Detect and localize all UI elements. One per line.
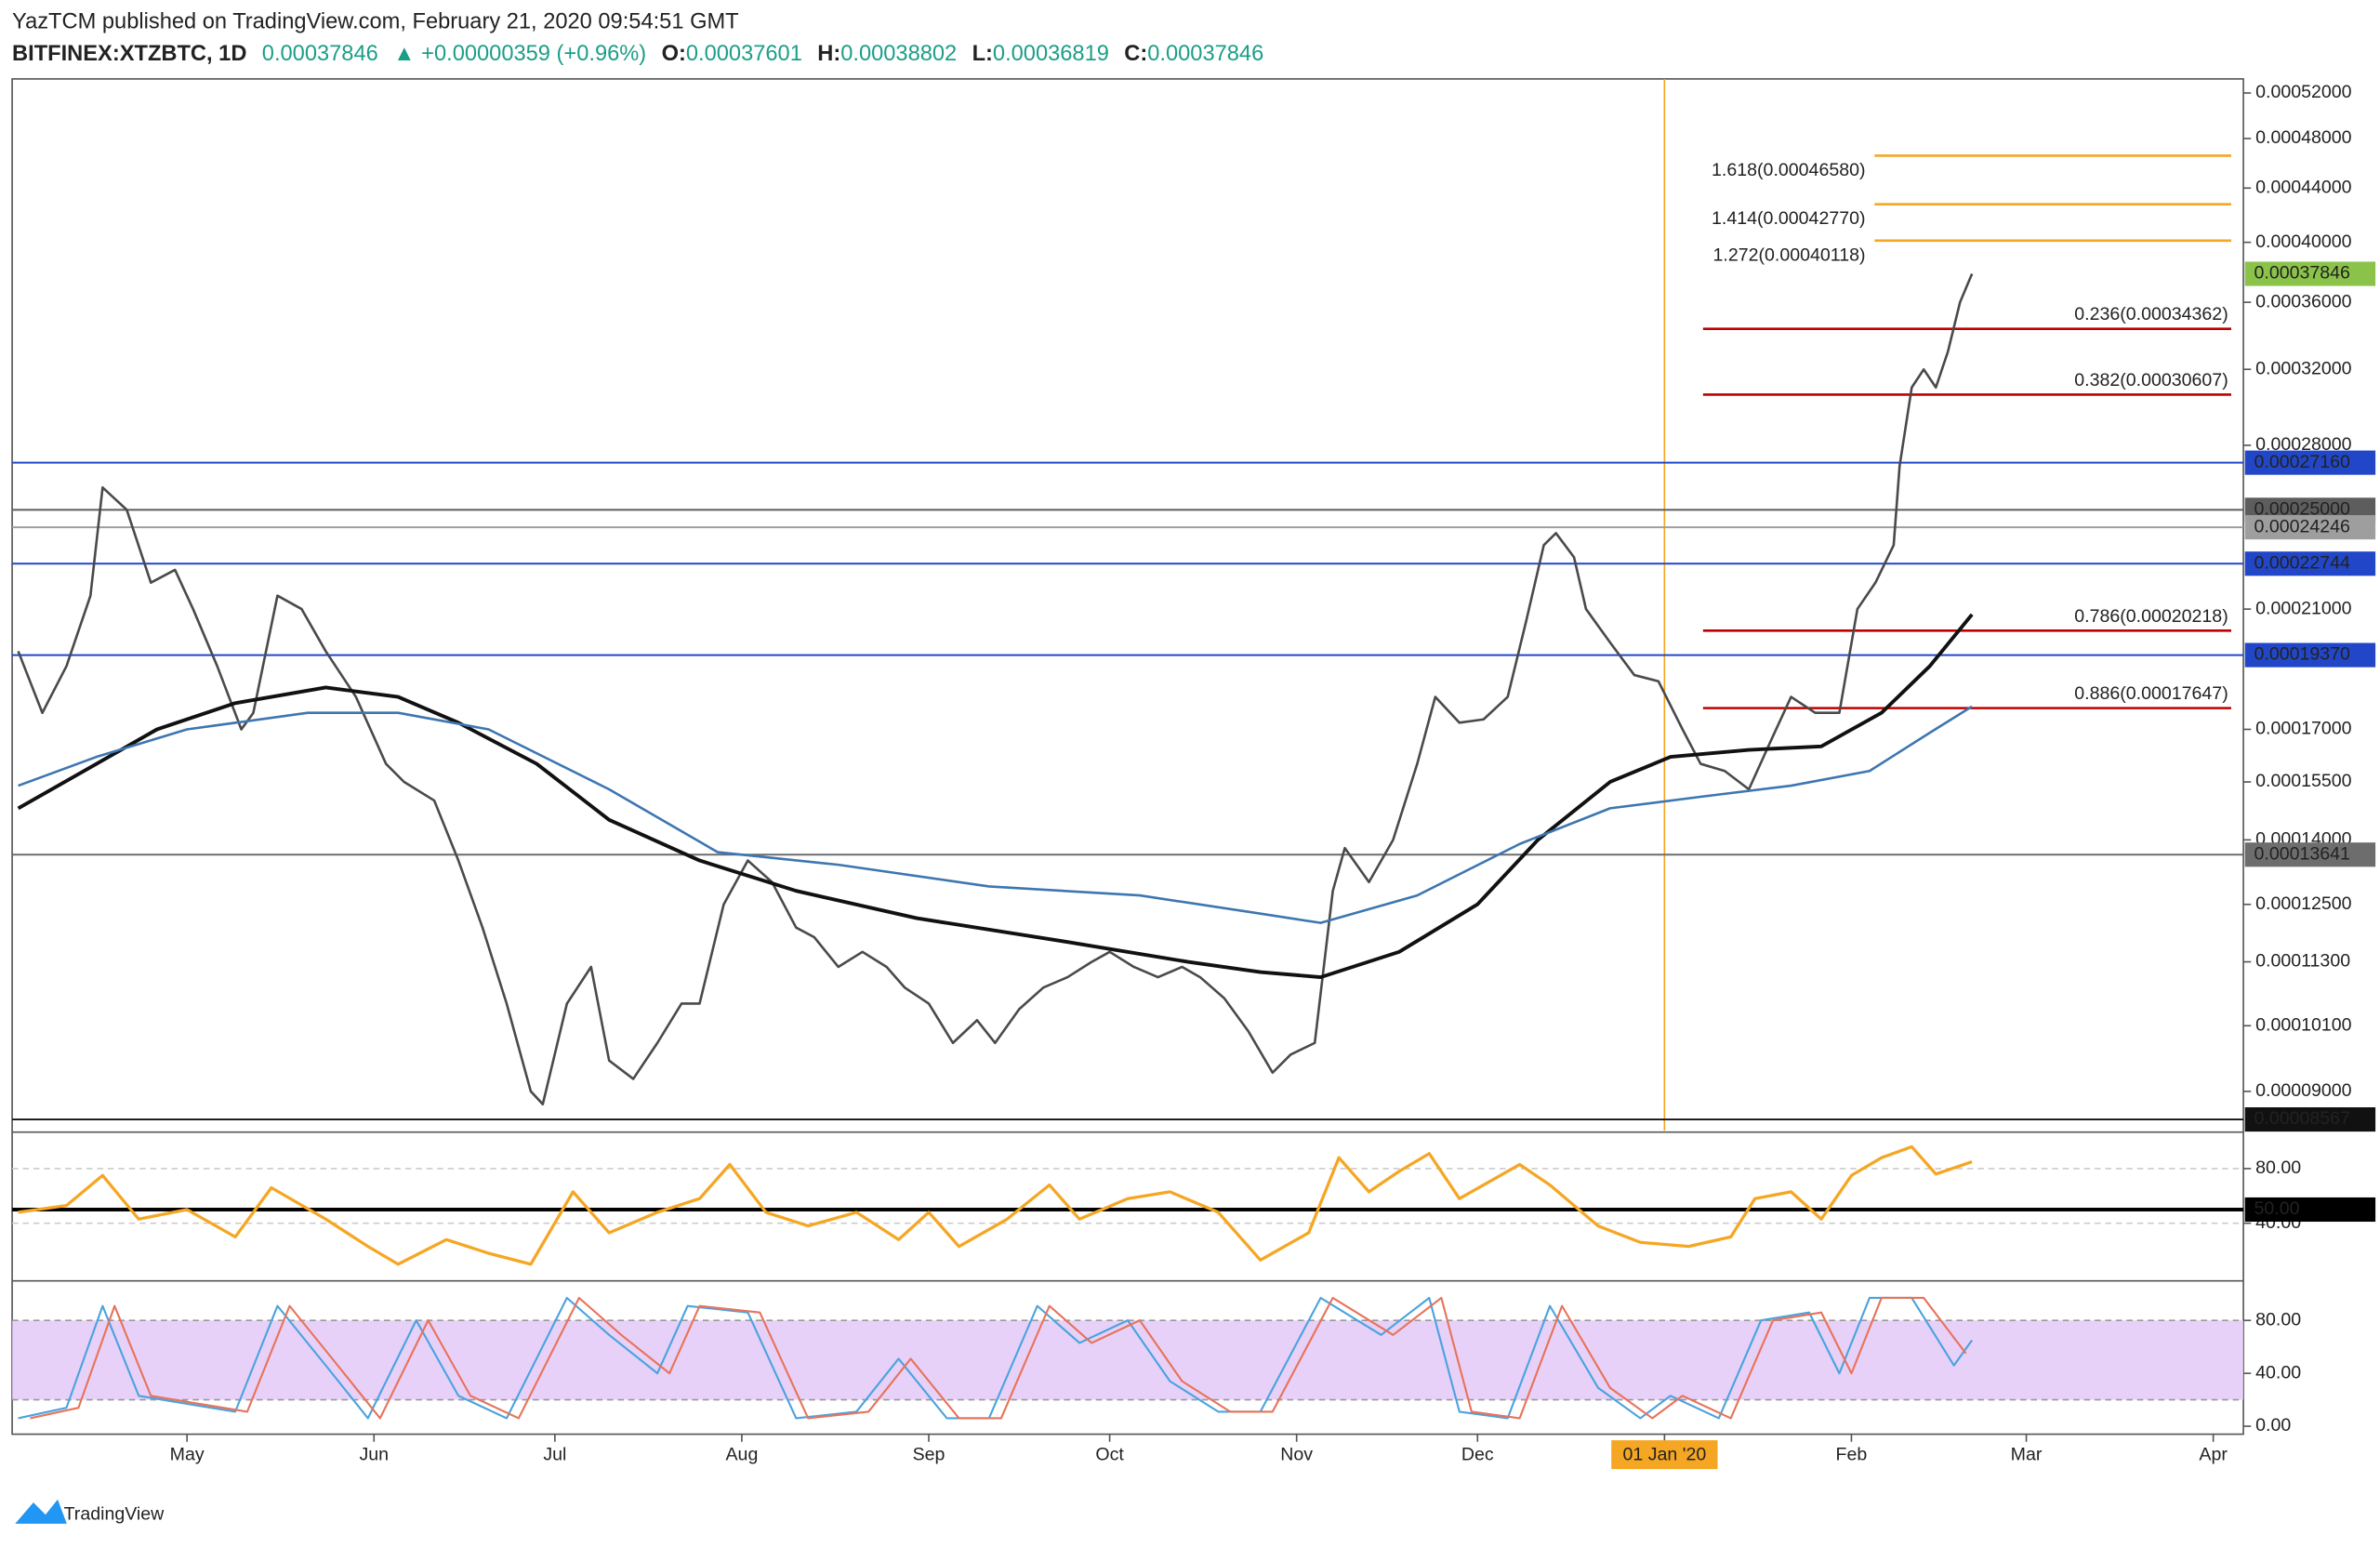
fib-label: 0.786(0.00020218) (2074, 606, 2228, 627)
symbol: BITFINEX:XTZBTC, 1D (12, 42, 246, 66)
y-tick-label: 0.00 (2255, 1415, 2291, 1436)
y-tick-label: 0.00012500 (2255, 893, 2352, 914)
x-tick-label: 01 Jan '20 (1622, 1445, 1706, 1465)
y-tick-label: 0.00040000 (2255, 232, 2352, 252)
y-tick-label: 40.00 (2255, 1362, 2301, 1383)
y-tick-label: 0.00044000 (2255, 177, 2352, 197)
x-tick-label: Nov (1280, 1445, 1313, 1465)
y-tick-label: 0.00052000 (2255, 82, 2352, 102)
y-tick-label: 0.00032000 (2255, 358, 2352, 378)
panel (12, 1144, 2244, 1266)
y-tick-label: 0.00021000 (2255, 598, 2352, 618)
series-line (30, 1296, 1967, 1420)
ohlc-value: 0.00038802 (840, 42, 957, 66)
x-tick-label: Mar (2011, 1445, 2043, 1465)
x-tick-label: Apr (2199, 1445, 2228, 1465)
price-badge (2244, 642, 2376, 668)
fib-label: 0.236(0.00034362) (2074, 304, 2228, 324)
x-tick-label: Sep (913, 1445, 945, 1465)
last: 0.00037846 (262, 42, 378, 66)
fib-label: 0.886(0.00017647) (2074, 683, 2228, 704)
y-tick-label: 0.00010100 (2255, 1014, 2352, 1035)
price-badge (2244, 842, 2376, 867)
x-tick-label: May (170, 1445, 205, 1465)
panel (12, 1296, 2244, 1420)
price-badge (2244, 551, 2376, 576)
ohlc-key: C: (1124, 42, 1147, 66)
logo-icon (15, 1499, 67, 1524)
plot-frame (11, 78, 2244, 1436)
x-tick-label: Jun (359, 1445, 389, 1465)
price-badge (2244, 1106, 2376, 1132)
fib-label: 0.382(0.00030607) (2074, 370, 2228, 390)
price-badge-label: 0.00025000 (2254, 499, 2350, 520)
y-tick-label: 0.00017000 (2255, 719, 2352, 739)
y-tick-label: 0.00048000 (2255, 127, 2352, 148)
series-line (18, 1296, 1974, 1420)
y-tick-label: 80.00 (2255, 1158, 2301, 1178)
x-tick-label: Feb (1836, 1445, 1868, 1465)
x-tick-label: Aug (726, 1445, 759, 1465)
price-badge-label: 50.00 (2254, 1198, 2299, 1219)
y-tick-label: 0.00036000 (2255, 291, 2352, 311)
y-tick-label: 80.00 (2255, 1309, 2301, 1330)
price-badge (2244, 515, 2376, 540)
price-badge (2244, 1197, 2376, 1223)
series-line (17, 272, 1974, 1106)
x-tick-highlight (1611, 1440, 1718, 1470)
price-badge-label: 0.00019370 (2254, 644, 2350, 665)
price-badge-label: 0.00022744 (2254, 552, 2350, 573)
fib-label: 1.272(0.00040118) (1712, 245, 1865, 265)
symbol-line: BITFINEX:XTZBTC, 1D 0.00037846 ▲ +0.0000… (12, 42, 1263, 66)
series-line (18, 705, 1973, 924)
price-badge (2244, 450, 2376, 475)
fib-label: 1.618(0.00046580) (1712, 160, 1865, 180)
price-badge-label: 0.00013641 (2254, 843, 2349, 864)
ohlc-key: L: (972, 42, 993, 66)
ohlc-value: 0.00036819 (993, 42, 1109, 66)
series-line (18, 1144, 1973, 1266)
change: ▲ +0.00000359 (+0.96%) (393, 42, 646, 66)
y-tick-label: 0.00011300 (2255, 951, 2350, 972)
band (12, 1320, 2244, 1400)
tradingview-logo: TradingView (15, 1499, 165, 1524)
y-tick-label: 0.00015500 (2255, 771, 2352, 791)
price-badge-label: 0.00008567 (2254, 1108, 2349, 1129)
y-tick-label: 0.00028000 (2255, 434, 2352, 455)
ohlc-key: O: (662, 42, 686, 66)
ohlc-value: 0.00037601 (686, 42, 802, 66)
y-tick-label: 0.00009000 (2255, 1080, 2352, 1101)
price-badge-label: 0.00024246 (2254, 516, 2350, 536)
series-line (17, 613, 1974, 980)
price-badge (2244, 261, 2376, 286)
x-tick-label: Oct (1095, 1445, 1124, 1465)
fib-label: 1.414(0.00042770) (1712, 208, 1865, 229)
ohlc-key: H: (817, 42, 840, 66)
ohlc-value: 0.00037846 (1147, 42, 1263, 66)
panel (12, 78, 2244, 1131)
logo-text: TradingView (64, 1503, 165, 1524)
price-badge-label: 0.00027160 (2254, 452, 2350, 472)
x-tick-label: Dec (1461, 1445, 1494, 1465)
x-tick-label: Jul (543, 1445, 566, 1465)
price-badge-label: 0.00037846 (2254, 263, 2350, 284)
author-line: YazTCM published on TradingView.com, Feb… (12, 10, 739, 34)
